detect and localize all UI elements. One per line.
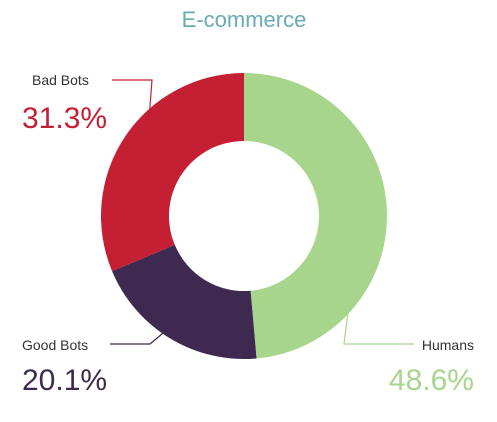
leader-line-humans [343, 210, 414, 345]
leader-line-bad-bots [112, 79, 153, 152]
slice-good-bots [112, 244, 257, 359]
slice-label-bad-bots: Bad Bots [32, 72, 89, 88]
chart-title: E-commerce [182, 7, 307, 32]
slice-value-good-bots: 20.1% [22, 364, 107, 397]
slice-value-bad-bots: 31.3% [22, 102, 107, 135]
slices-group [100, 73, 388, 359]
slice-label-good-bots: Good Bots [22, 337, 88, 353]
slice-label-humans: Humans [422, 337, 474, 353]
slice-value-humans: 48.6% [389, 364, 474, 397]
leader-line-good-bots [110, 315, 184, 345]
slice-humans [244, 73, 388, 359]
slice-bad-bots [100, 73, 244, 272]
labels-group: Humans 48.6% Good Bots 20.1% Bad Bots 31.3% [22, 72, 474, 397]
